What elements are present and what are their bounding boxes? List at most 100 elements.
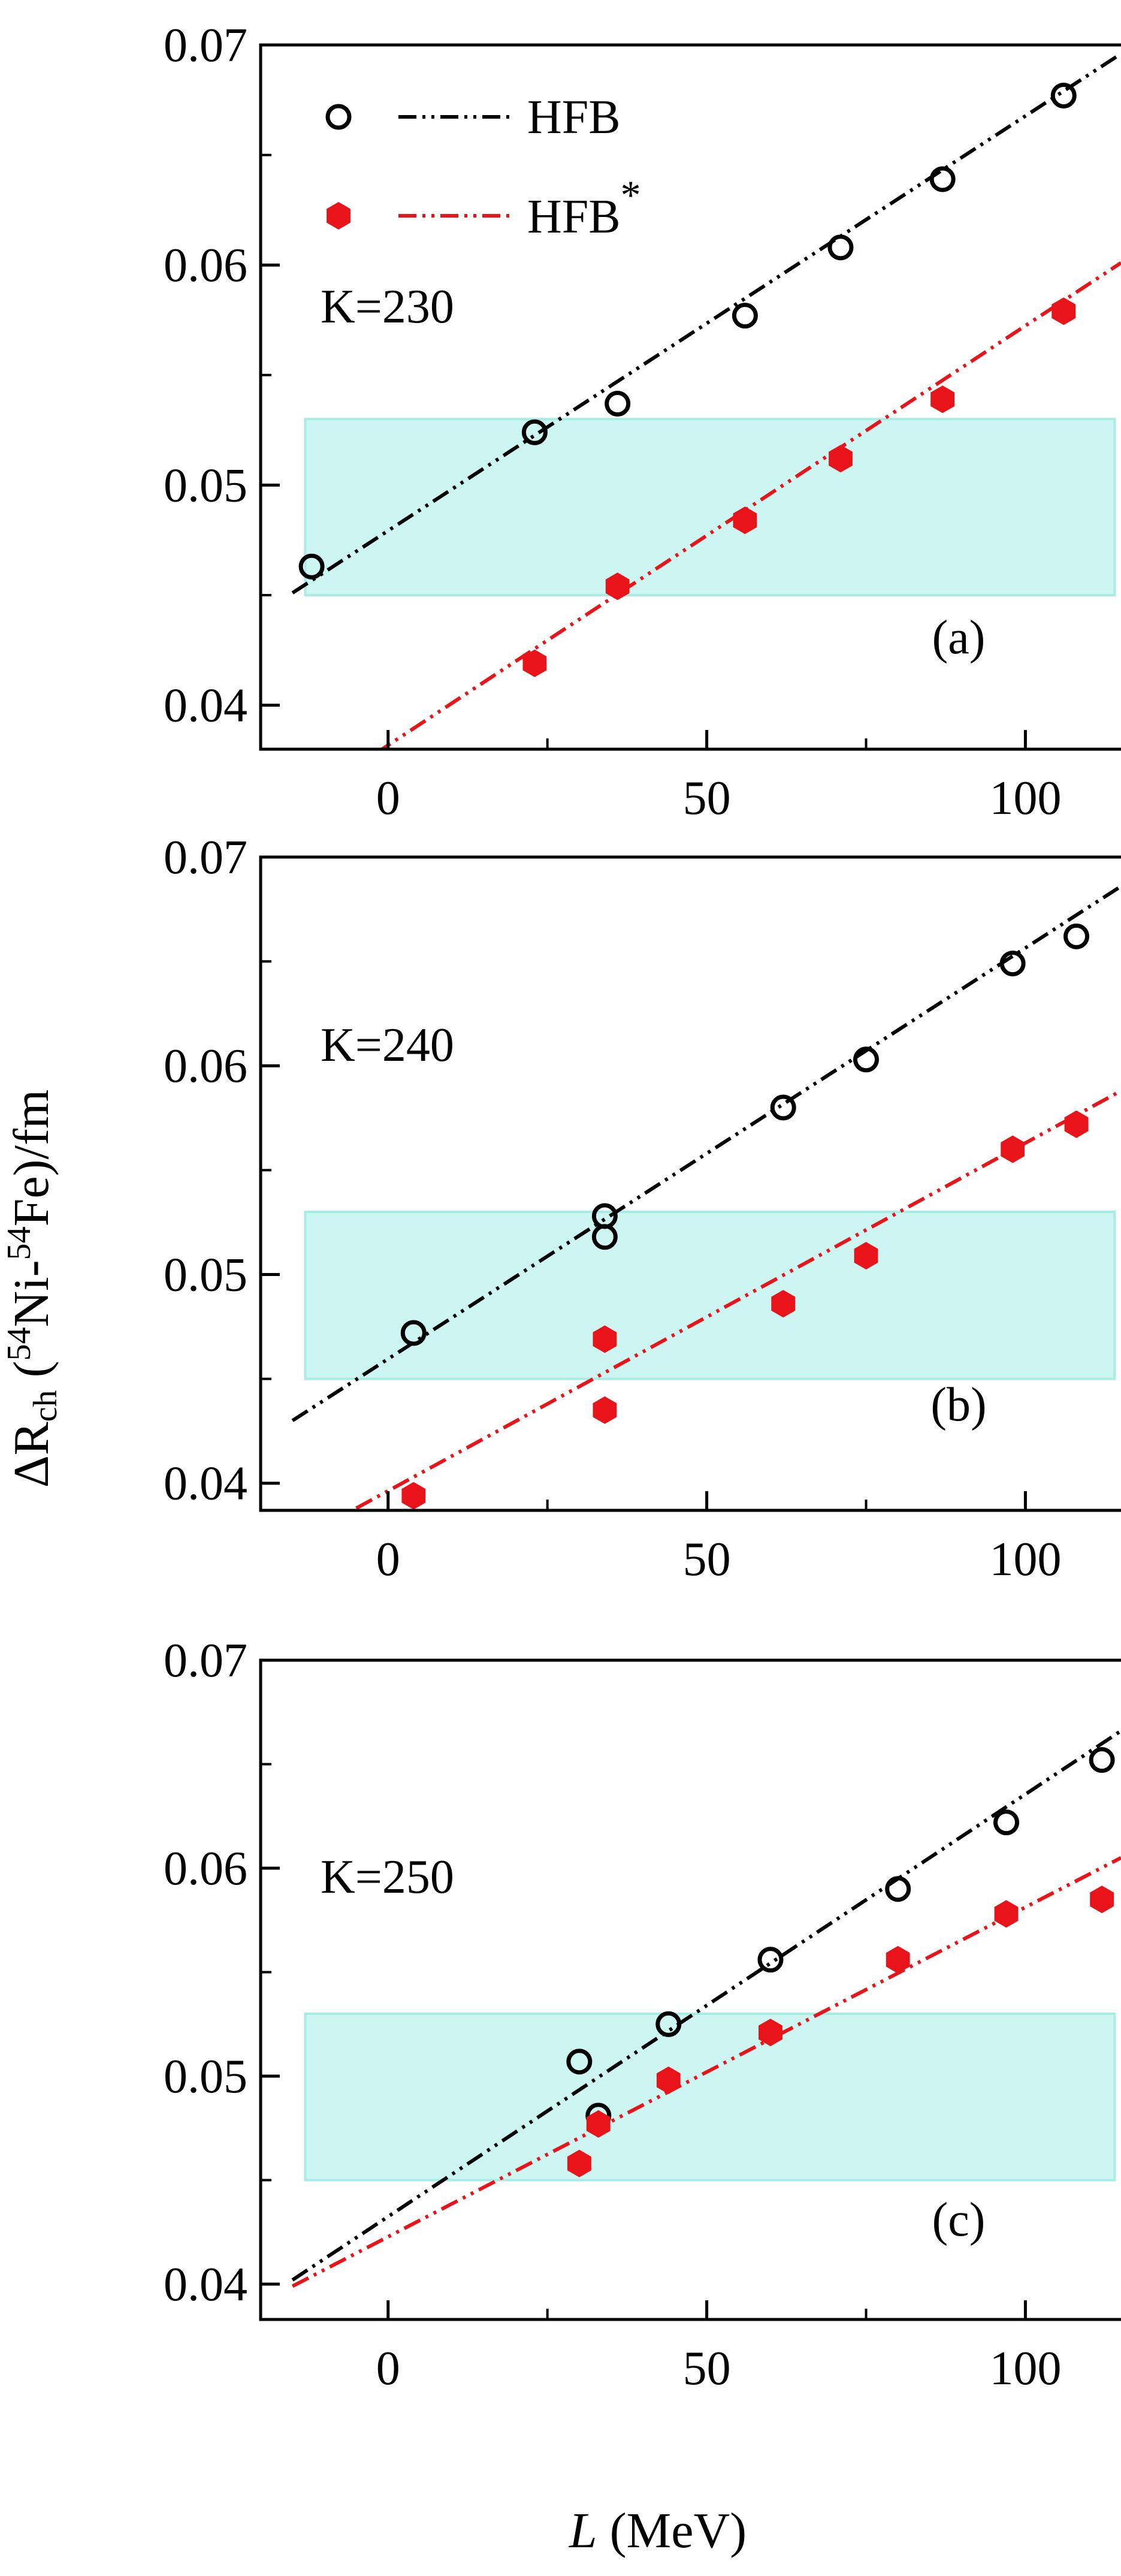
panel-2: 0.04 0.05 0.06 0.07 0 50 100 K=240 (b) (164, 831, 1121, 1586)
hfb-star-fit-line (379, 261, 1121, 749)
hfb-point (521, 419, 548, 445)
panel-1: 0.04 0.05 0.06 0.07 0 50 100 K=230 (a) (164, 19, 1121, 825)
constraint-band (304, 1211, 1116, 1380)
constraint-band (304, 2012, 1116, 2182)
hfb-star-point (1051, 297, 1076, 325)
y-tick-label: 0.06 (164, 1040, 247, 1093)
legend-hfb-star-marker (327, 202, 350, 230)
hfb-star-point (1001, 1135, 1025, 1163)
hfb-star-point (759, 2019, 782, 2047)
hfb-star-point (605, 572, 630, 601)
x-tick-label: 0 (376, 772, 400, 825)
x-axis-label-var: L (569, 2503, 597, 2559)
y-tick-label: 0.04 (164, 2258, 247, 2311)
hfb-point (757, 1947, 784, 1973)
legend-hfb-star-label: HFB* (527, 172, 641, 243)
hfb-star-point (522, 649, 547, 677)
x-axis-label-unit: (MeV) (597, 2503, 747, 2559)
hfb-point (1063, 923, 1090, 949)
hfb-star-point (1090, 1886, 1114, 1914)
hfb-star-point (593, 1325, 617, 1353)
y-axis-label-sup1: 54 (1, 1327, 38, 1361)
hfb-point (591, 1224, 618, 1250)
y-tick-label: 0.06 (164, 239, 247, 292)
legend-hfb-star-label-text: HFB (527, 191, 621, 243)
hfb-fit-line (291, 1729, 1121, 2282)
hfb-star-fit-line (355, 1089, 1121, 1510)
panel-label: (b) (930, 1379, 986, 1431)
y-axis-label-prefix: ΔR (4, 1422, 59, 1488)
x-tick-label: 100 (989, 1533, 1061, 1586)
x-tick-label: 50 (683, 772, 731, 825)
axes-frame (259, 855, 1121, 1512)
hfb-star-point (656, 2066, 681, 2094)
y-tick-label: 0.05 (164, 1248, 247, 1301)
y-tick-label: 0.04 (164, 1458, 247, 1510)
x-tick-label: 0 (376, 1533, 400, 1586)
axes-frame (259, 1658, 1121, 2321)
hfb-star-point (1064, 1110, 1089, 1138)
y-axis-label-open: ( (4, 1361, 59, 1390)
y-tick-label: 0.06 (164, 1842, 247, 1895)
hfb-point (605, 391, 631, 417)
hfb-fit-line (291, 52, 1121, 595)
hfb-star-point (593, 1396, 617, 1424)
legend-hfb-label: HFB (527, 91, 621, 144)
hfb-star-point (733, 506, 757, 535)
panel-3: 0.04 0.05 0.06 0.07 0 50 100 K=250 (c) (164, 1634, 1121, 2395)
hfb-point (853, 1046, 880, 1073)
hfb-star-point (886, 1945, 910, 1974)
panels-layer: 0.040.050.060.070 50 100K=230(a)0.040.050.… (164, 19, 1121, 2395)
y-tick-label: 0.07 (164, 1634, 247, 1687)
k-annotation: K=230 (321, 280, 454, 333)
y-tick-label: 0.04 (164, 680, 247, 732)
hfb-point (1050, 82, 1077, 108)
hfb-point (566, 2049, 593, 2075)
panel-label: (c) (932, 2194, 986, 2246)
x-tick-label: 0 (376, 2342, 400, 2395)
hfb-star-point (771, 1290, 796, 1318)
hfb-star-point (401, 1482, 426, 1510)
y-axis-label-sub: ch (27, 1390, 64, 1422)
k-annotation: K=240 (321, 1019, 454, 1072)
y-tick-label: 0.07 (164, 831, 247, 884)
hfb-point (298, 553, 325, 580)
x-tick-label: 100 (989, 772, 1061, 825)
hfb-point (885, 1876, 911, 1902)
hfb-point (655, 2011, 682, 2037)
hfb-star-point (930, 385, 955, 414)
constraint-band (304, 418, 1116, 596)
hfb-star-fit-line (291, 1856, 1121, 2288)
x-axis-label: L (MeV) (569, 2503, 747, 2559)
y-tick-label: 0.05 (164, 2050, 247, 2103)
x-tick-label: 100 (989, 2342, 1061, 2395)
axes-frame (259, 43, 1121, 751)
legend-hfb-marker (325, 104, 352, 130)
x-tick-label: 50 (683, 1533, 731, 1586)
hfb-point (999, 951, 1026, 977)
legend-hfb-star-sup: * (621, 172, 641, 218)
panel-label: (a) (932, 611, 986, 664)
y-tick-label: 0.05 (164, 459, 247, 512)
k-annotation: K=250 (321, 1851, 454, 1904)
hfb-point (770, 1094, 796, 1121)
hfb-star-point (994, 1900, 1019, 1928)
hfb-star-point (854, 1242, 878, 1270)
hfb-point (929, 166, 956, 192)
hfb-star-point (567, 2149, 591, 2177)
y-tick-label: 0.07 (164, 19, 247, 72)
x-tick-label: 50 (683, 2342, 731, 2395)
y-axis-label-mid: Ni- (4, 1260, 59, 1327)
hfb-star-point (829, 445, 853, 473)
hfb-point (732, 303, 758, 329)
y-axis-label-close: Fe)/fm (4, 1090, 59, 1227)
hfb-point (1089, 1747, 1115, 1773)
hfb-point (400, 1320, 427, 1346)
hfb-star-point (586, 2110, 611, 2138)
legend-hfb-label-text: HFB (527, 91, 621, 144)
legend: HFB HFB* (325, 91, 641, 243)
y-axis-label-sup2: 54 (1, 1226, 38, 1260)
y-axis-label: ΔRch (54Ni-54Fe)/fm (1, 1090, 64, 1488)
hfb-point (827, 234, 854, 261)
